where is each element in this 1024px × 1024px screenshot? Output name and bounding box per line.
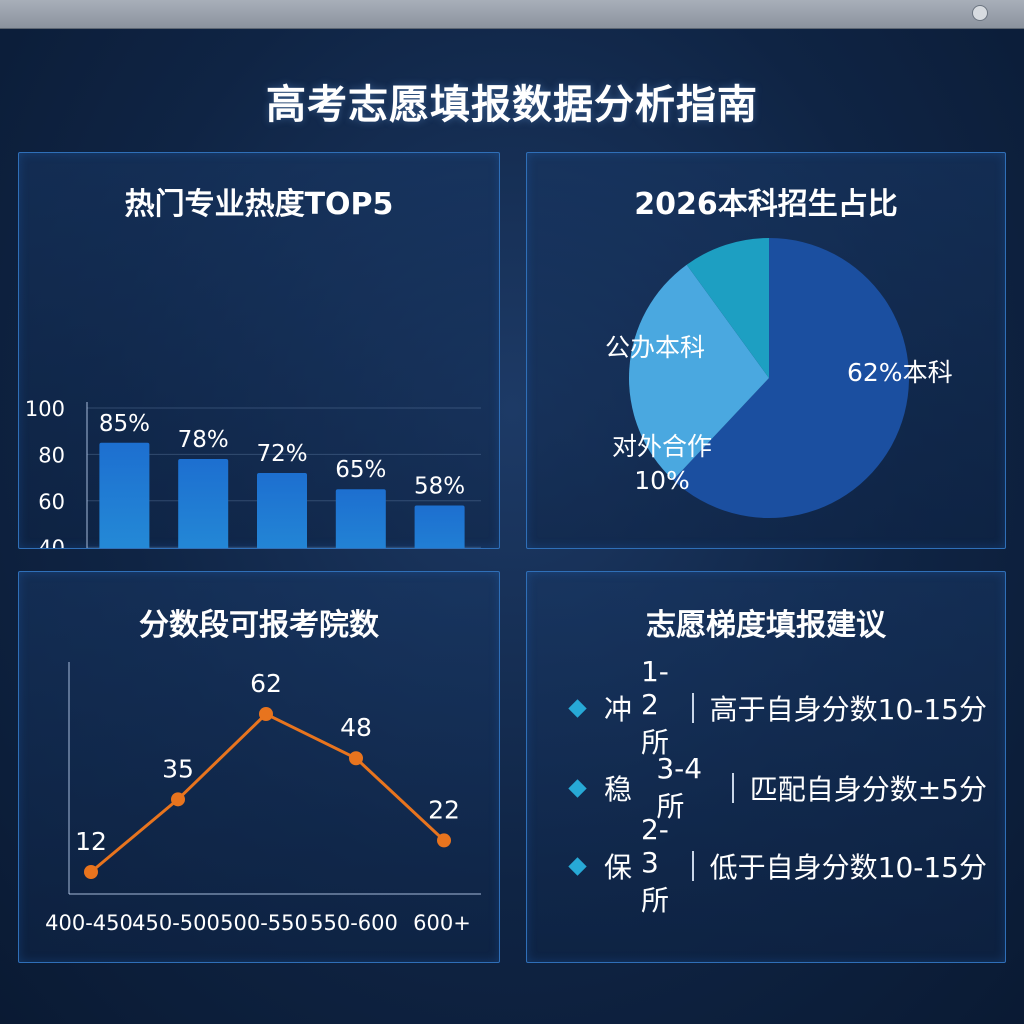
page-title: 高考志愿填报数据分析指南 xyxy=(266,82,758,128)
line-value-label: 22 xyxy=(428,795,460,824)
line-value-label: 35 xyxy=(162,754,194,783)
line-chart-title: 分数段可报考院数 xyxy=(139,608,379,643)
bar-y-tick-label: 60 xyxy=(38,490,65,514)
advice-separator xyxy=(692,851,694,881)
bar-value-label: 78% xyxy=(178,427,229,453)
advice-description: 高于自身分数10-15分 xyxy=(709,693,987,726)
line-point xyxy=(259,707,273,721)
line-point xyxy=(171,792,185,807)
line-category-label: 450-500 xyxy=(132,911,220,935)
line-category-label: 500-550 xyxy=(220,911,308,935)
advice-count: 1-2所 xyxy=(640,655,669,759)
advice-label: 冲 xyxy=(604,693,633,726)
enrollment-share-panel: 2026本科招生占比 62%本科 公办本科对外合作 10% xyxy=(526,152,1006,549)
bar-y-tick-label: 100 xyxy=(25,397,65,421)
bar xyxy=(414,505,465,548)
advice-label: 保 xyxy=(604,851,633,884)
hot-majors-panel: 热门专业热度TOP5 02040608010085%计算机类78%医学72%人工… xyxy=(18,152,500,549)
line-category-label: 550-600 xyxy=(310,911,398,935)
line-value-label: 48 xyxy=(340,713,372,742)
diamond-bullet-icon xyxy=(568,856,587,876)
advice-separator xyxy=(731,773,734,803)
line-category-label: 600+ xyxy=(413,911,471,935)
bar xyxy=(335,489,386,548)
line-category-label: 400-450 xyxy=(45,911,133,935)
pie-label: 对外合作 10% xyxy=(612,432,712,495)
advice-count: 3-4所 xyxy=(656,751,703,823)
bar-value-label: 72% xyxy=(256,441,307,467)
line-value-label: 62 xyxy=(250,669,282,698)
bar xyxy=(178,459,229,548)
advice-count: 2-3所 xyxy=(640,813,669,917)
score-range-panel: 分数段可报考院数 12 400-450 35 450-500 62 500-550 48 55… xyxy=(18,571,500,963)
line-value-label: 12 xyxy=(75,827,107,856)
bar-chart-title: 热门专业热度TOP5 xyxy=(124,187,394,222)
bar-chart: 02040608010085%计算机类78%医学72%人工智能65%金融学58%… xyxy=(25,397,481,548)
line-point xyxy=(84,865,98,879)
pie-slice xyxy=(673,238,909,518)
pie-label: 公办本科 xyxy=(605,333,705,362)
advice-label: 稳 xyxy=(604,773,633,806)
diamond-bullet-icon xyxy=(568,698,587,718)
advice-item-stable: 稳 3-4所 匹配自身分数±5分 xyxy=(567,752,987,823)
advice-item-rush: 冲 1-2所 高于自身分数10-15分 xyxy=(567,655,987,759)
bar-y-tick-label: 40 xyxy=(38,536,65,548)
window-title-bar xyxy=(0,0,1024,29)
bar-value-label: 85% xyxy=(99,411,150,437)
pie-chart-title: 2026本科招生占比 xyxy=(634,187,898,222)
pie-label: 62%本科 xyxy=(847,358,953,387)
pie-slice xyxy=(629,264,769,481)
advice-panel: 志愿梯度填报建议 冲 1-2所 高于自身分数10-15分 稳 3-4所 匹配自身… xyxy=(526,571,1006,963)
advice-separator xyxy=(692,693,694,723)
advice-item-safe: 保 2-3所 低于自身分数10-15分 xyxy=(567,813,987,917)
bar xyxy=(99,442,150,548)
bar-value-label: 58% xyxy=(414,473,465,499)
bar xyxy=(257,472,307,548)
line-chart: 12 400-450 35 450-500 62 500-550 48 550-600 22 60… xyxy=(45,662,481,935)
advice-description: 匹配自身分数±5分 xyxy=(749,773,987,806)
pie-slice xyxy=(686,238,769,378)
advice-description: 低于自身分数10-15分 xyxy=(709,851,987,884)
bar-value-label: 65% xyxy=(335,457,386,483)
advice-panel-title: 志愿梯度填报建议 xyxy=(646,608,886,643)
line-point xyxy=(437,833,451,848)
line-series xyxy=(90,712,446,874)
bar-y-tick-label: 80 xyxy=(38,443,65,467)
line-point xyxy=(349,751,363,766)
window-control-button[interactable] xyxy=(972,5,988,21)
diamond-bullet-icon xyxy=(568,778,587,798)
